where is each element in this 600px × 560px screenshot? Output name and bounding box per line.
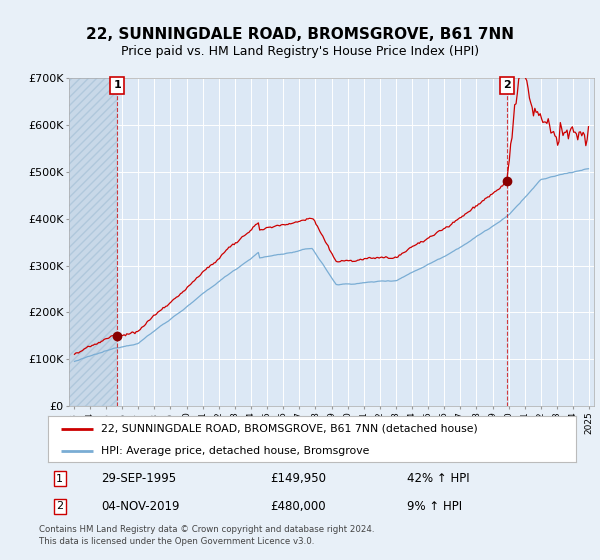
Text: £480,000: £480,000	[270, 500, 325, 513]
Text: 22, SUNNINGDALE ROAD, BROMSGROVE, B61 7NN (detached house): 22, SUNNINGDALE ROAD, BROMSGROVE, B61 7N…	[101, 424, 478, 434]
Text: 2: 2	[503, 81, 511, 90]
Text: 22, SUNNINGDALE ROAD, BROMSGROVE, B61 7NN: 22, SUNNINGDALE ROAD, BROMSGROVE, B61 7N…	[86, 27, 514, 42]
Text: Contains HM Land Registry data © Crown copyright and database right 2024.
This d: Contains HM Land Registry data © Crown c…	[39, 525, 374, 546]
Text: 9% ↑ HPI: 9% ↑ HPI	[407, 500, 462, 513]
Text: 04-NOV-2019: 04-NOV-2019	[101, 500, 179, 513]
Text: 29-SEP-1995: 29-SEP-1995	[101, 472, 176, 486]
Text: HPI: Average price, detached house, Bromsgrove: HPI: Average price, detached house, Brom…	[101, 446, 369, 455]
Text: 1: 1	[56, 474, 63, 484]
Bar	[66, 78, 118, 406]
Text: 2: 2	[56, 501, 63, 511]
Text: £149,950: £149,950	[270, 472, 326, 486]
Text: 1: 1	[113, 81, 121, 90]
Text: 42% ↑ HPI: 42% ↑ HPI	[407, 472, 470, 486]
Text: Price paid vs. HM Land Registry's House Price Index (HPI): Price paid vs. HM Land Registry's House …	[121, 45, 479, 58]
